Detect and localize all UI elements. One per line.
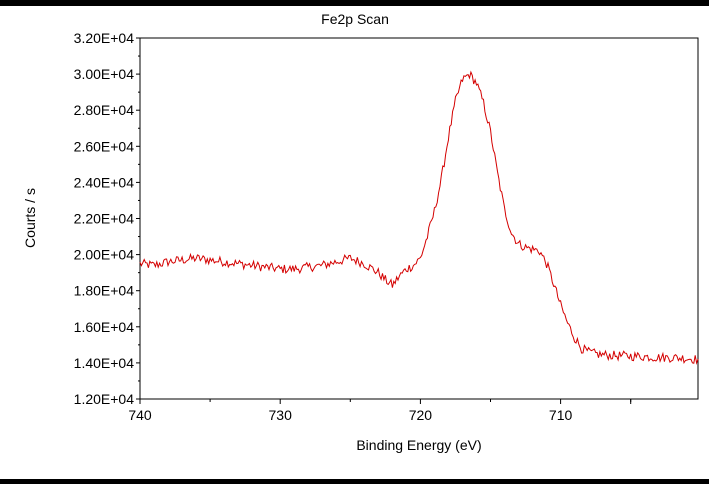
y-tick-label: 2.80E+04 [74, 102, 135, 118]
y-tick-label: 1.40E+04 [74, 355, 135, 371]
y-tick-label: 1.20E+04 [74, 391, 135, 407]
window-top-border [0, 0, 709, 6]
y-tick-label: 2.00E+04 [74, 247, 135, 263]
x-tick-label: 710 [549, 407, 573, 423]
x-tick-label: 740 [128, 407, 152, 423]
y-tick-label: 1.80E+04 [74, 283, 135, 299]
x-tick-label: 730 [269, 407, 293, 423]
plot-area [139, 37, 699, 400]
series-line-fe2p [139, 70, 699, 366]
x-tick-label: 720 [409, 407, 433, 423]
y-tick-label: 2.40E+04 [74, 174, 135, 190]
x-axis-title: Binding Energy (eV) [356, 437, 481, 453]
y-tick-label: 2.20E+04 [74, 211, 135, 227]
chart-title: Fe2p Scan [321, 11, 389, 27]
y-tick-label: 1.60E+04 [74, 319, 135, 335]
window-bottom-border [0, 479, 709, 484]
y-tick-label: 3.20E+04 [74, 30, 135, 46]
x-axis: 740 730 720 710 [128, 399, 632, 423]
y-tick-label: 3.00E+04 [74, 66, 135, 82]
y-tick-label: 2.60E+04 [74, 138, 135, 154]
y-axis: 1.20E+04 1.40E+04 1.60E+04 1.80E+04 2.00E+04… [74, 30, 140, 407]
y-axis-title: Courts / s [22, 188, 38, 248]
